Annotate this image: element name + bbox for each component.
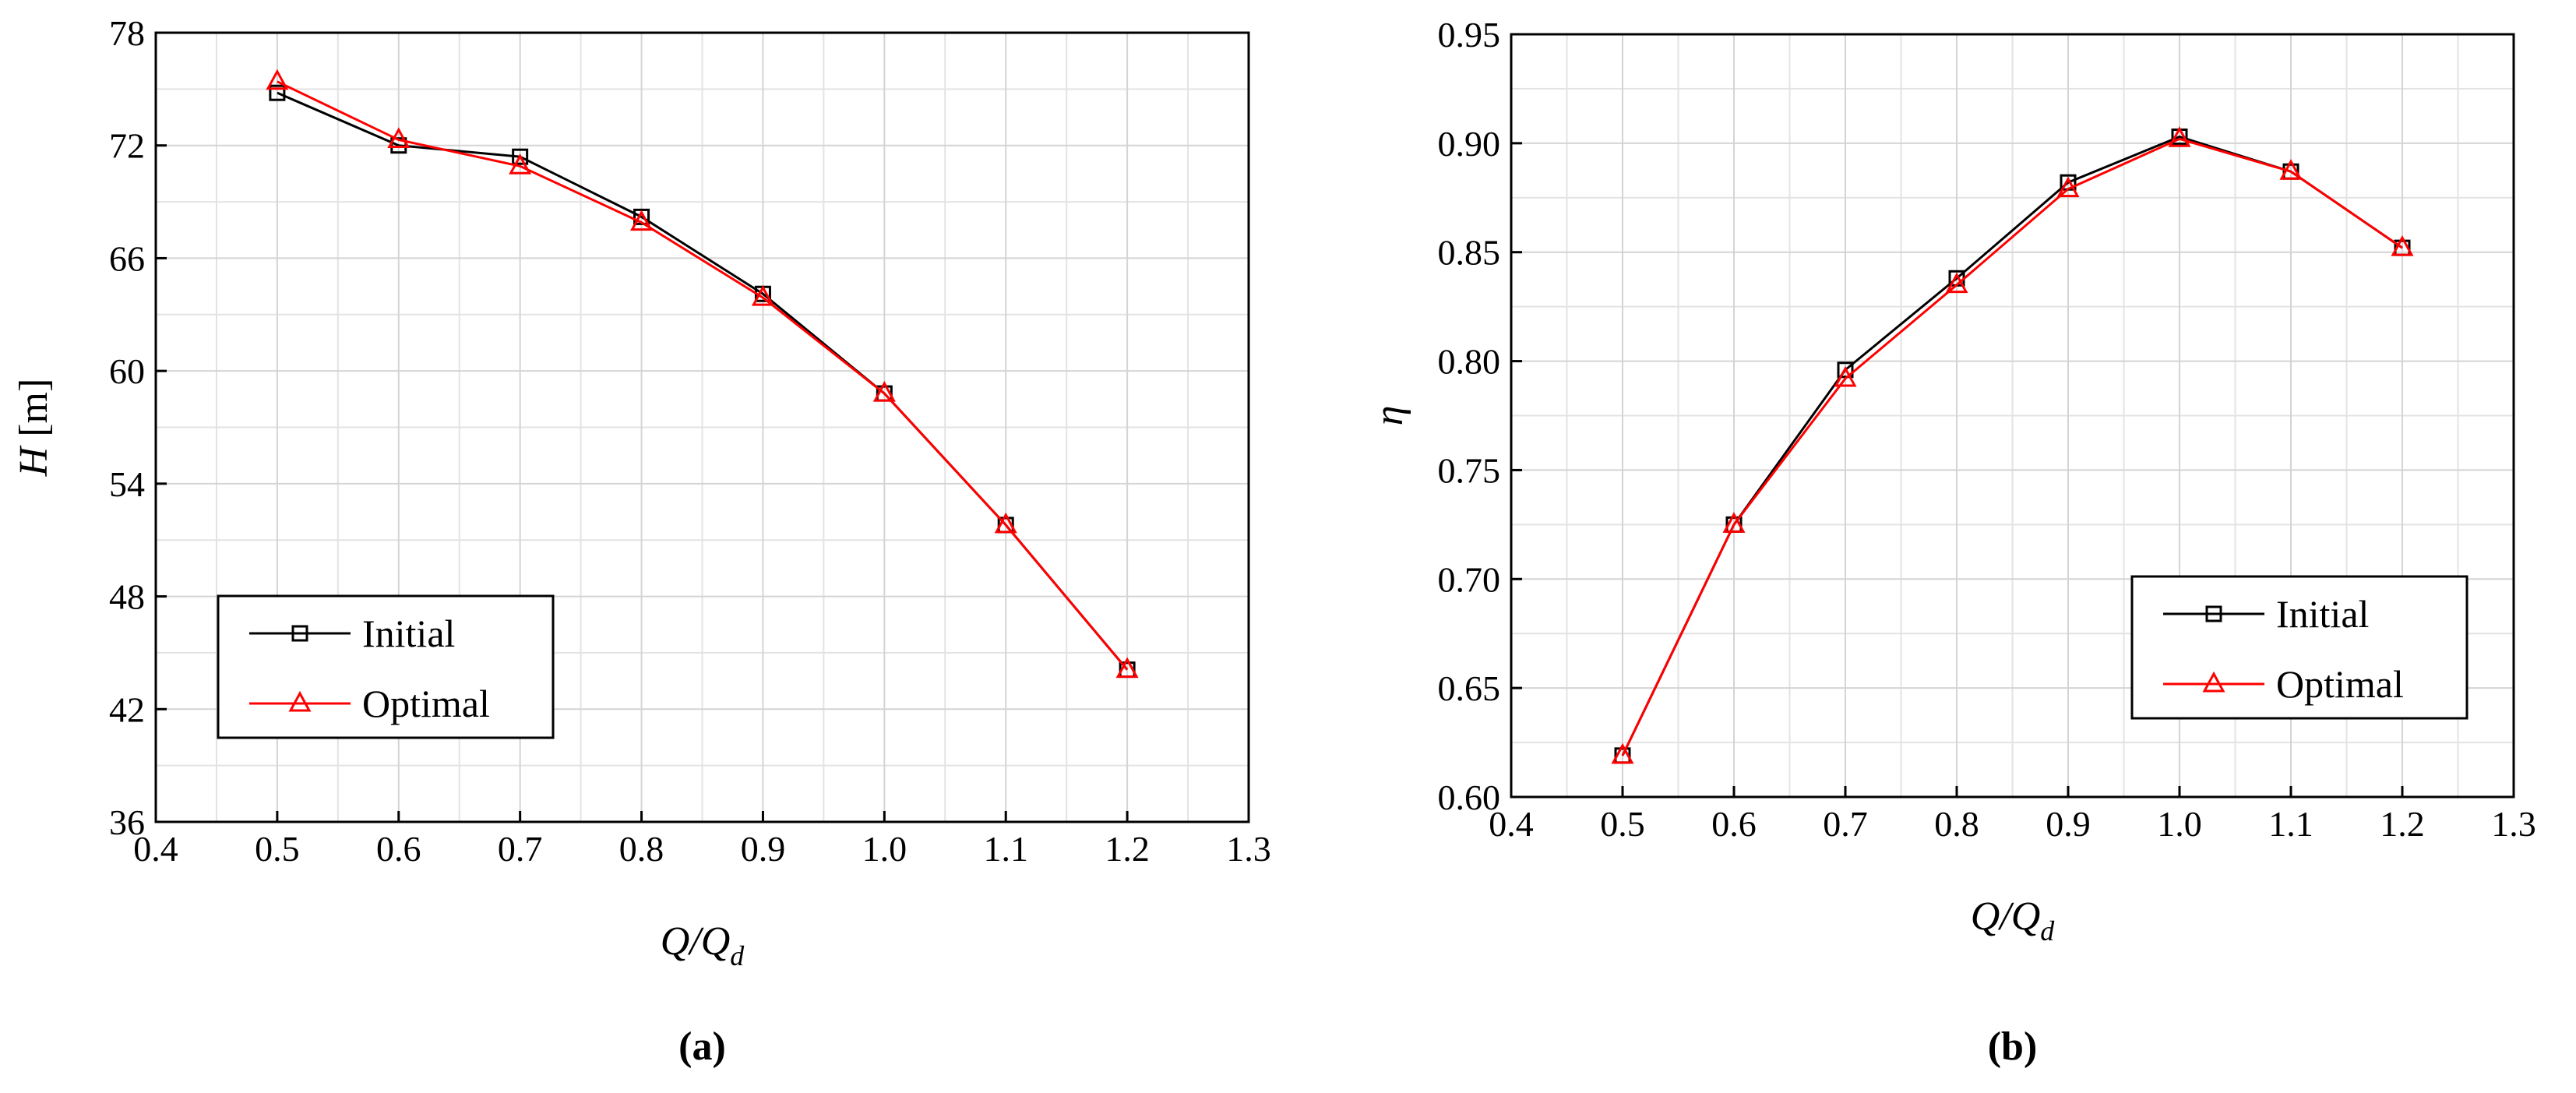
legend-box	[217, 594, 555, 739]
x-tick-label: 1.2	[2380, 804, 2425, 844]
marker-triangle	[2168, 126, 2191, 147]
marker-triangle	[266, 69, 289, 90]
x-tick-label: 0.8	[619, 829, 664, 869]
marker-triangle	[387, 127, 411, 148]
marker-triangle	[2056, 176, 2080, 198]
marker-triangle	[1945, 272, 1968, 294]
panel-label: (a)	[678, 1024, 726, 1069]
y-tick-label: 78	[109, 13, 145, 53]
x-tick-label: 0.5	[1600, 804, 1645, 844]
x-axis-label: Q/Qd	[1971, 894, 2056, 947]
x-axis-label-part: Q/Q	[1971, 894, 2041, 939]
x-tick-label: 0.5	[255, 829, 300, 869]
x-tick-label: 1.3	[2491, 804, 2536, 844]
panel-label: (b)	[1988, 1024, 2038, 1069]
x-tick-label: 0.7	[498, 829, 543, 869]
x-tick-label: 1.1	[2268, 804, 2313, 844]
marker-triangle	[2391, 234, 2414, 256]
marker-triangle	[872, 380, 896, 402]
x-tick-label: 0.6	[376, 829, 421, 869]
x-tick-label: 0.7	[1823, 804, 1868, 844]
x-axis-label-part: Q/Q	[661, 919, 731, 964]
marker-triangle	[630, 210, 654, 231]
marker-square	[512, 148, 529, 165]
x-tick-label: 0.6	[1711, 804, 1757, 844]
x-axis-label-part: d	[2040, 915, 2055, 947]
series-line	[277, 80, 1129, 671]
y-tick-label: 0.75	[1438, 450, 1501, 490]
marker-square	[633, 208, 650, 225]
y-tick-label: 48	[109, 577, 145, 617]
y-tick-label: 66	[109, 238, 145, 278]
y-axis-label-part: H	[12, 445, 56, 477]
marker-triangle	[1611, 742, 1634, 764]
x-axis-label: Q/Qd	[661, 919, 745, 971]
y-tick-label: 0.60	[1438, 777, 1501, 817]
y-tick-label: 60	[109, 351, 145, 391]
legend-label: Optimal	[2276, 662, 2404, 706]
legend-label: Initial	[2276, 592, 2369, 636]
y-tick-label: 0.90	[1438, 124, 1501, 164]
plot-frame	[154, 31, 1250, 823]
x-tick-label: 0.8	[1934, 804, 1979, 844]
marker-triangle	[1115, 657, 1139, 679]
marker-triangle	[1722, 512, 1746, 533]
y-tick-label: 36	[109, 802, 145, 842]
y-tick-label: 0.80	[1438, 342, 1501, 382]
legend-marker	[2205, 605, 2222, 622]
y-axis-label-part: η	[1367, 406, 1411, 426]
y-tick-label: 72	[109, 126, 145, 166]
x-tick-label: 0.4	[1489, 804, 1534, 844]
chart: 0.4 0.5 0.6 0.7 0.8 0.9 1.0 1.1 1.2 1.3 36 42 48 54 60…	[12, 13, 1271, 1069]
legend-marker	[2202, 671, 2225, 693]
legend-marker	[288, 690, 312, 712]
x-tick-label: 0.9	[2046, 804, 2091, 844]
marker-triangle	[509, 153, 532, 175]
plot-frame	[1510, 33, 2515, 799]
y-tick-label: 0.95	[1438, 15, 1501, 55]
legend-label: Optimal	[362, 682, 490, 725]
marker-square	[390, 137, 407, 154]
y-tick-label: 0.70	[1438, 559, 1501, 599]
marker-triangle	[1834, 365, 1857, 387]
y-tick-label: 0.65	[1438, 668, 1501, 708]
y-axis-label: η	[1367, 406, 1411, 426]
y-axis-label: H [m]	[12, 379, 56, 478]
x-tick-label: 1.1	[983, 829, 1028, 869]
x-tick-label: 1.0	[862, 829, 907, 869]
marker-triangle	[2279, 159, 2303, 180]
marker-triangle	[751, 284, 774, 306]
x-tick-label: 1.0	[2157, 804, 2202, 844]
x-tick-label: 1.3	[1226, 829, 1271, 869]
marker-square	[269, 84, 286, 101]
legend-label: Initial	[362, 612, 455, 655]
chart: 0.4 0.5 0.6 0.7 0.8 0.9 1.0 1.1 1.2 1.3 0.60 0.65 0.…	[1367, 15, 2536, 1069]
marker-triangle	[994, 512, 1017, 534]
series-line	[1621, 137, 2403, 756]
y-axis-label-part: [m]	[12, 379, 56, 447]
y-tick-label: 42	[109, 689, 145, 729]
x-tick-label: 1.2	[1105, 829, 1150, 869]
y-tick-label: 54	[109, 464, 145, 504]
x-tick-label: 0.9	[741, 829, 786, 869]
legend-box	[2130, 575, 2469, 720]
legend-marker	[291, 625, 308, 642]
marker-square	[1837, 361, 1854, 379]
x-tick-label: 0.4	[133, 829, 178, 869]
x-axis-label-part: d	[730, 940, 745, 971]
y-tick-label: 0.85	[1438, 233, 1501, 273]
